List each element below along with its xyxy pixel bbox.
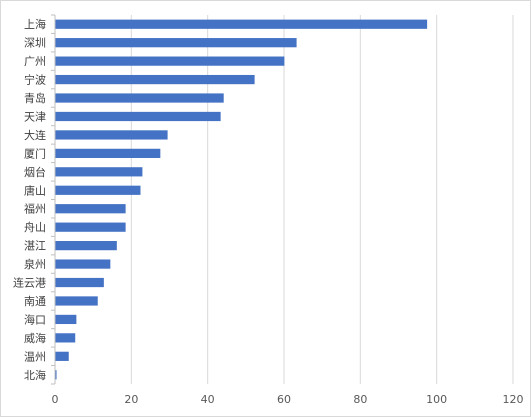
- bar: [55, 241, 117, 251]
- bar: [55, 259, 111, 269]
- value-axis-ticks: 0 20 40 60 80 100 120: [52, 393, 524, 406]
- bar: [55, 370, 57, 380]
- bar: [55, 111, 221, 122]
- category-label: 连云港: [13, 277, 46, 290]
- bar: [55, 19, 428, 29]
- bar: [55, 204, 126, 214]
- bar: [55, 167, 143, 177]
- bar: [55, 74, 255, 85]
- x-tick-label: 60: [277, 393, 291, 406]
- bar: [55, 148, 161, 158]
- bar: [55, 38, 297, 48]
- category-label: 宁波: [24, 73, 46, 87]
- category-label: 泉州: [24, 257, 46, 271]
- x-tick-label: 80: [353, 393, 367, 406]
- bar: [55, 56, 285, 66]
- category-label: 广州: [24, 55, 46, 68]
- category-label: 青岛: [24, 91, 46, 105]
- bar: [55, 351, 69, 361]
- category-axis: [51, 14, 56, 385]
- bars: [55, 19, 428, 380]
- category-label: 烟台: [24, 165, 46, 179]
- bar: [55, 185, 141, 195]
- category-label: 舟山: [24, 220, 46, 234]
- category-label: 大连: [24, 128, 46, 142]
- category-label: 唐山: [24, 183, 46, 197]
- bar: [55, 314, 77, 325]
- category-label: 上海: [24, 17, 46, 31]
- category-label: 温州: [24, 350, 46, 363]
- bar: [55, 333, 76, 343]
- x-tick-label: 120: [503, 393, 524, 406]
- bar: [55, 93, 224, 103]
- category-label: 北海: [24, 368, 46, 382]
- bar: [55, 222, 126, 232]
- category-label: 厦门: [24, 146, 46, 160]
- bar: [55, 130, 168, 140]
- category-label: 福州: [24, 202, 46, 216]
- x-tick-label: 0: [52, 393, 59, 406]
- category-label: 海口: [24, 312, 46, 326]
- bar: [55, 296, 98, 306]
- category-label: 湛江: [24, 240, 46, 253]
- category-label: 南通: [24, 295, 46, 308]
- category-labels: 上海深圳广州宁波青岛天津大连厦门烟台唐山福州舟山湛江泉州连云港南通海口威海温州北…: [13, 17, 46, 382]
- category-label: 深圳: [24, 37, 46, 50]
- category-label: 威海: [24, 331, 46, 345]
- bar: [55, 277, 104, 288]
- x-tick-label: 40: [201, 393, 215, 406]
- category-label: 天津: [24, 110, 46, 123]
- x-tick-label: 20: [124, 393, 138, 406]
- x-tick-label: 100: [426, 393, 447, 406]
- gridlines: [130, 15, 514, 384]
